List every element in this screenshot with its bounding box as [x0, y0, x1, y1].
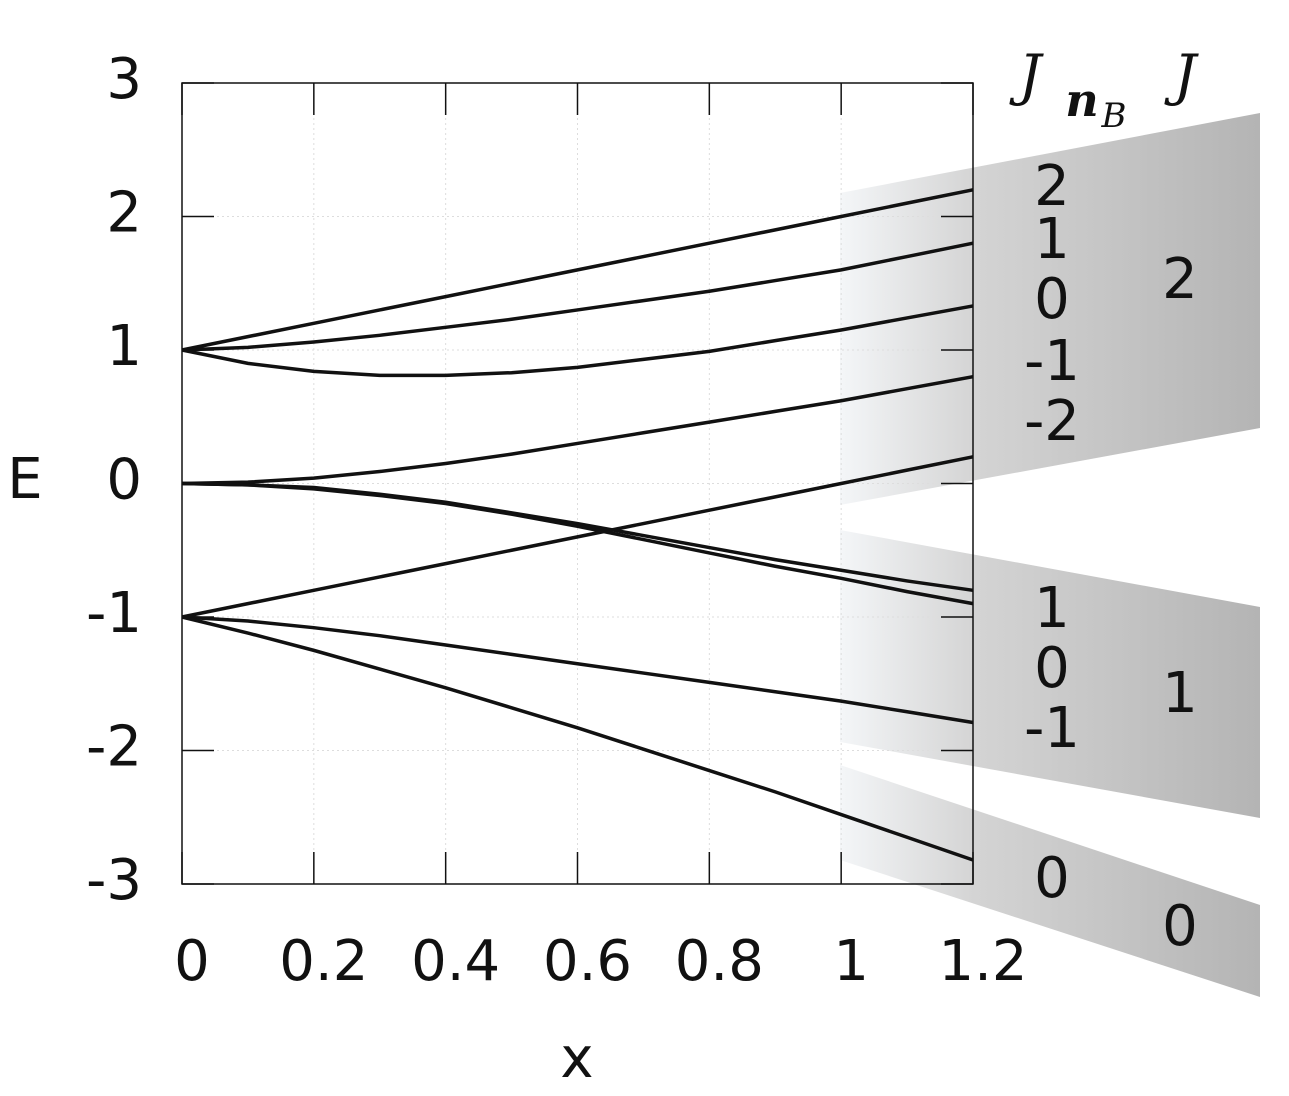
curve — [181, 188, 974, 352]
y-tick-label: -1 — [86, 581, 142, 646]
curve — [181, 241, 974, 352]
header-sub: n — [1065, 73, 1098, 127]
band — [840, 113, 1260, 505]
x-axis-label: x — [560, 1026, 593, 1091]
n-b-label: -2 — [1024, 389, 1080, 454]
curve — [181, 481, 974, 606]
j-label: 0 — [1162, 894, 1198, 959]
x-tick-label: 0.6 — [543, 929, 632, 994]
x-tick-label: 0.2 — [279, 929, 368, 994]
y-tick-label: 1 — [106, 314, 142, 379]
band — [840, 765, 1260, 997]
header: J — [1009, 44, 1045, 109]
curve — [181, 374, 974, 486]
curve — [181, 615, 974, 725]
curve — [181, 615, 974, 862]
y-tick-label: 0 — [106, 448, 142, 513]
plot-frame — [181, 82, 974, 885]
n-b-label: 0 — [1034, 846, 1070, 911]
x-tick-label: 1 — [833, 929, 869, 994]
y-tick-label: 2 — [106, 181, 142, 246]
j-label: 1 — [1162, 661, 1198, 726]
n-b-label: -1 — [1024, 696, 1080, 761]
n-b-label: -1 — [1024, 329, 1080, 394]
j-label: 2 — [1162, 247, 1198, 312]
band — [840, 530, 1260, 818]
x-tick-label: 0.8 — [675, 929, 764, 994]
n-b-label: 0 — [1034, 636, 1070, 701]
n-b-label: 1 — [1034, 576, 1070, 641]
header: J — [1164, 44, 1200, 109]
n-b-label: 2 — [1034, 154, 1070, 219]
y-tick-label: -3 — [86, 848, 142, 913]
n-b-label: 1 — [1034, 207, 1070, 272]
header-subsub: B — [1101, 96, 1127, 136]
x-tick-label: 0 — [174, 929, 210, 994]
curve — [181, 455, 974, 619]
x-tick-label: 0.4 — [411, 929, 500, 994]
n-b-label: 0 — [1034, 267, 1070, 332]
y-axis-label: E — [7, 447, 42, 512]
curve — [181, 304, 974, 378]
y-tick-label: -2 — [86, 715, 142, 780]
x-tick-label: 1.2 — [938, 929, 1027, 994]
y-tick-label: 3 — [106, 47, 142, 112]
